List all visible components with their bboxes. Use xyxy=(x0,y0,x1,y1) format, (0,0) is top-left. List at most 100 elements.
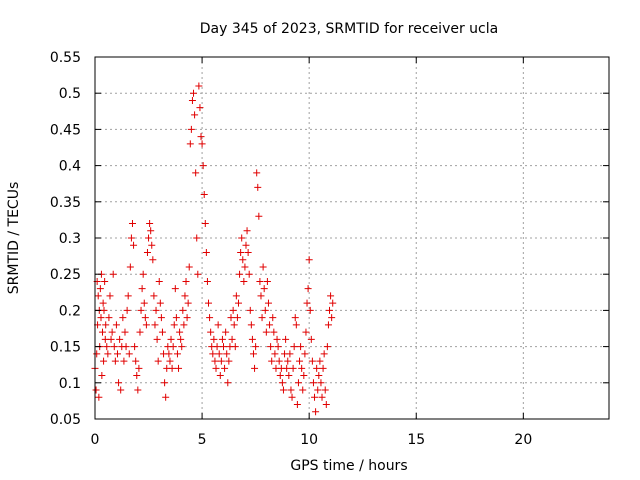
data-point xyxy=(139,270,147,278)
data-point xyxy=(237,248,245,256)
x-tick-label: 10 xyxy=(300,432,318,448)
data-point xyxy=(145,234,153,242)
data-point xyxy=(209,350,217,358)
data-point xyxy=(231,343,239,351)
data-point xyxy=(241,263,249,271)
data-point xyxy=(267,343,275,351)
data-point xyxy=(329,299,337,307)
data-point xyxy=(94,292,102,300)
data-point xyxy=(248,335,256,343)
x-tick-label: 20 xyxy=(514,432,532,448)
data-point xyxy=(162,393,170,401)
data-point xyxy=(211,357,219,365)
data-point xyxy=(186,140,194,148)
data-point xyxy=(147,227,155,235)
y-tick-label: 0.3 xyxy=(59,231,81,247)
data-point xyxy=(216,372,224,380)
data-point xyxy=(217,357,225,365)
data-point xyxy=(225,357,233,365)
data-point xyxy=(167,335,175,343)
data-point xyxy=(190,89,198,97)
data-point xyxy=(253,169,261,177)
data-point xyxy=(307,335,315,343)
data-point xyxy=(247,321,255,329)
data-point xyxy=(321,386,329,394)
data-point xyxy=(236,270,244,278)
data-point xyxy=(298,364,306,372)
data-point xyxy=(299,386,307,394)
data-point xyxy=(203,277,211,285)
data-point xyxy=(293,401,301,409)
data-point xyxy=(181,292,189,300)
data-point xyxy=(249,350,257,358)
data-point xyxy=(239,256,247,264)
data-point xyxy=(323,343,331,351)
data-point xyxy=(191,111,199,119)
data-point xyxy=(322,401,330,409)
data-point xyxy=(143,248,151,256)
data-point xyxy=(240,277,248,285)
data-point xyxy=(199,162,207,170)
data-point xyxy=(220,343,227,351)
data-point xyxy=(261,306,269,314)
data-point xyxy=(96,285,104,293)
data-point xyxy=(149,256,157,264)
data-point xyxy=(233,314,241,322)
data-point xyxy=(103,343,111,351)
data-point xyxy=(140,299,148,307)
data-point xyxy=(301,350,309,358)
data-point xyxy=(100,306,108,314)
data-point xyxy=(98,372,106,380)
data-point xyxy=(284,357,292,365)
data-point xyxy=(101,277,109,285)
data-point xyxy=(294,379,302,387)
y-tick-label: 0.1 xyxy=(59,376,81,392)
data-point xyxy=(177,335,185,343)
data-point xyxy=(315,372,323,380)
x-tick-label: 15 xyxy=(407,432,425,448)
data-point xyxy=(263,277,271,285)
y-tick-label: 0.35 xyxy=(50,195,81,211)
data-point xyxy=(305,256,313,264)
y-tick-label: 0.15 xyxy=(50,340,81,356)
data-point xyxy=(286,350,294,358)
data-point xyxy=(125,350,133,358)
data-point xyxy=(105,314,113,322)
data-point xyxy=(172,314,180,322)
data-point xyxy=(197,133,205,141)
data-point xyxy=(214,321,222,329)
data-point xyxy=(311,393,319,401)
data-point xyxy=(309,379,317,387)
data-point xyxy=(193,234,201,242)
data-point xyxy=(316,357,324,365)
data-point xyxy=(93,350,101,358)
data-point xyxy=(285,372,293,380)
data-point xyxy=(131,343,139,351)
data-point xyxy=(303,299,311,307)
data-point xyxy=(296,357,304,365)
data-point xyxy=(141,314,149,322)
data-point xyxy=(275,357,283,365)
data-point xyxy=(192,169,200,177)
data-point xyxy=(326,306,334,314)
data-point xyxy=(113,350,121,358)
data-point xyxy=(224,379,232,387)
tick-labels: 0.05 0.1 0.15 0.2 0.25 0.3 0.35 0.4 0.45 0.5 0.55 0… xyxy=(50,50,532,448)
y-tick-label: 0.5 xyxy=(59,86,81,102)
data-point xyxy=(232,292,240,300)
y-tick-label: 0.05 xyxy=(50,412,81,428)
data-point xyxy=(161,379,169,387)
data-point xyxy=(119,314,127,322)
data-point xyxy=(146,220,154,228)
data-point xyxy=(128,220,136,228)
data-point xyxy=(313,364,321,372)
data-point xyxy=(135,364,143,372)
data-point xyxy=(223,350,231,358)
data-point xyxy=(188,96,196,104)
data-point xyxy=(134,386,142,394)
data-point xyxy=(300,372,308,380)
y-tick-label: 0.4 xyxy=(59,159,81,175)
y-tick-label: 0.45 xyxy=(50,122,81,138)
data-point xyxy=(100,357,108,365)
